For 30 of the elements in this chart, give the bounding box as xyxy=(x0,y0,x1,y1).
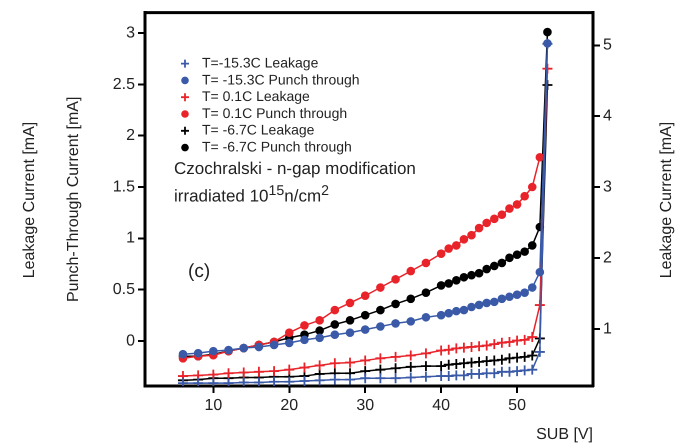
y-tick-label: 1 xyxy=(126,230,136,247)
x-tick-label: 20 xyxy=(280,397,298,414)
y2-tick-label: 5 xyxy=(603,36,612,54)
legend-label: T= -15.3C Punch through xyxy=(202,71,360,88)
y2-tick-label: 3 xyxy=(603,178,612,196)
y2-tick-label: 4 xyxy=(603,108,612,125)
x-tick-label: 10 xyxy=(204,397,222,414)
y-tick-label: 2 xyxy=(126,127,136,144)
annotation: irradiated 10$^{15}$n/cm$^{2}$ xyxy=(174,183,329,206)
y2-tick-label: 1 xyxy=(603,320,612,338)
y-tick-label: 2.5 xyxy=(112,76,136,93)
x-tick-label: 30 xyxy=(356,397,374,414)
x-axis-title: SUB [V] xyxy=(536,426,593,443)
legend-label: T= -6.7C Leakage xyxy=(202,122,315,138)
y-tick-label: 0.5 xyxy=(112,280,136,298)
y2-axis-title: Leakage Current [mA] xyxy=(658,122,675,278)
text: Leakage Current [mA] xyxy=(21,122,38,278)
y2-tick-label: 2 xyxy=(603,250,612,267)
annotation: (c) xyxy=(188,261,210,282)
y-axis-title: Punch-Through Current [mA] xyxy=(65,96,82,302)
legend-label: T= -6.7C Punch through xyxy=(202,138,352,154)
y-tick-label: 0 xyxy=(126,332,136,350)
legend-label: T=-15.3C Leakage xyxy=(202,54,319,70)
y-tick-label: 3 xyxy=(126,24,136,42)
x-tick-label: 50 xyxy=(508,397,526,414)
x-tick-label: 40 xyxy=(432,397,450,414)
annotation: Czochralski - n-gap modification xyxy=(174,159,416,178)
legend-label: T= 0.1C Leakage xyxy=(202,88,310,104)
y-tick-label: 1.5 xyxy=(112,178,136,196)
legend-label: T= 0.1C Punch through xyxy=(202,104,348,121)
